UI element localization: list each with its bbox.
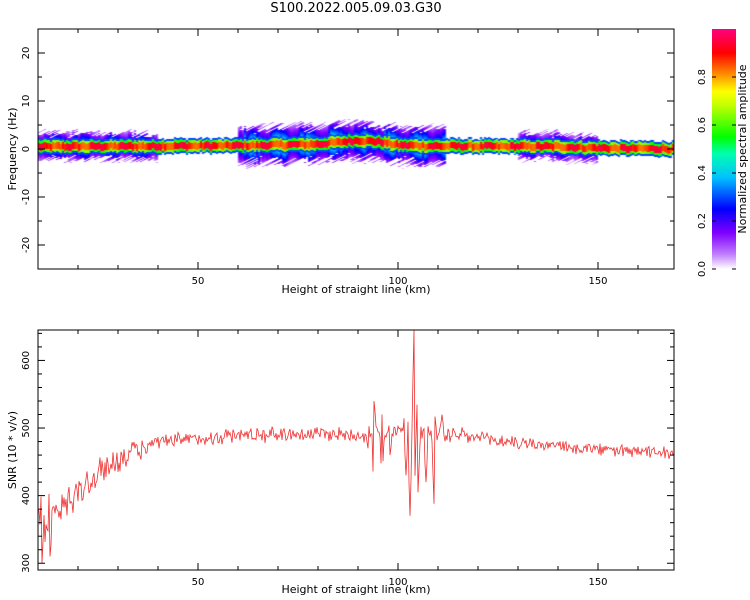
colorbar-tick-label: 0.6 bbox=[697, 117, 708, 133]
y-tick-label: 20 bbox=[21, 47, 32, 60]
y-tick-label: -20 bbox=[21, 237, 32, 253]
snr-panel: 50 100 150 300 400 500 600 Height of straight … bbox=[6, 329, 675, 596]
colorbar-tick-label: 0.4 bbox=[697, 165, 708, 181]
x-tick-label: 50 bbox=[192, 276, 205, 287]
colorbar: 0.0 0.2 0.4 0.6 0.8 Normalized spectral ampl… bbox=[697, 29, 749, 277]
x-tick-label: 100 bbox=[388, 276, 407, 287]
snr-series-line bbox=[38, 330, 674, 564]
colorbar-ticks: 0.0 0.2 0.4 0.6 0.8 bbox=[697, 69, 736, 277]
y-tick-label: 10 bbox=[21, 95, 32, 108]
y-tick-label: 0 bbox=[21, 146, 32, 152]
colorbar-gradient bbox=[712, 29, 736, 269]
y-tick-label: -10 bbox=[21, 189, 32, 205]
spectrogram-heatmap bbox=[38, 29, 674, 269]
colorbar-tick-label: 0.0 bbox=[697, 261, 708, 277]
colorbar-tick-label: 0.8 bbox=[697, 69, 708, 85]
x-tick-label: 150 bbox=[588, 577, 607, 588]
colorbar-tick-label: 0.2 bbox=[697, 213, 708, 229]
snr-frame bbox=[37, 329, 675, 571]
y-tick-label: 300 bbox=[21, 554, 32, 573]
spectrogram-ylabel: Frequency (Hz) bbox=[6, 108, 19, 191]
y-tick-label: 600 bbox=[21, 351, 32, 370]
y-tick-label: 500 bbox=[21, 418, 32, 437]
x-tick-label: 150 bbox=[588, 276, 607, 287]
x-tick-label: 50 bbox=[192, 577, 205, 588]
y-tick-label: 400 bbox=[21, 486, 32, 505]
chart-title: S100.2022.005.09.03.G30 bbox=[270, 1, 442, 16]
x-tick-label: 100 bbox=[388, 577, 407, 588]
snr-xlabel: Height of straight line (km) bbox=[281, 583, 430, 596]
spectrogram-xlabel: Height of straight line (km) bbox=[281, 283, 430, 296]
snr-axes: 50 100 150 300 400 500 600 bbox=[21, 330, 674, 588]
colorbar-label: Normalized spectral amplitude bbox=[736, 64, 749, 233]
snr-ylabel: SNR (10 * v/v) bbox=[6, 411, 19, 489]
